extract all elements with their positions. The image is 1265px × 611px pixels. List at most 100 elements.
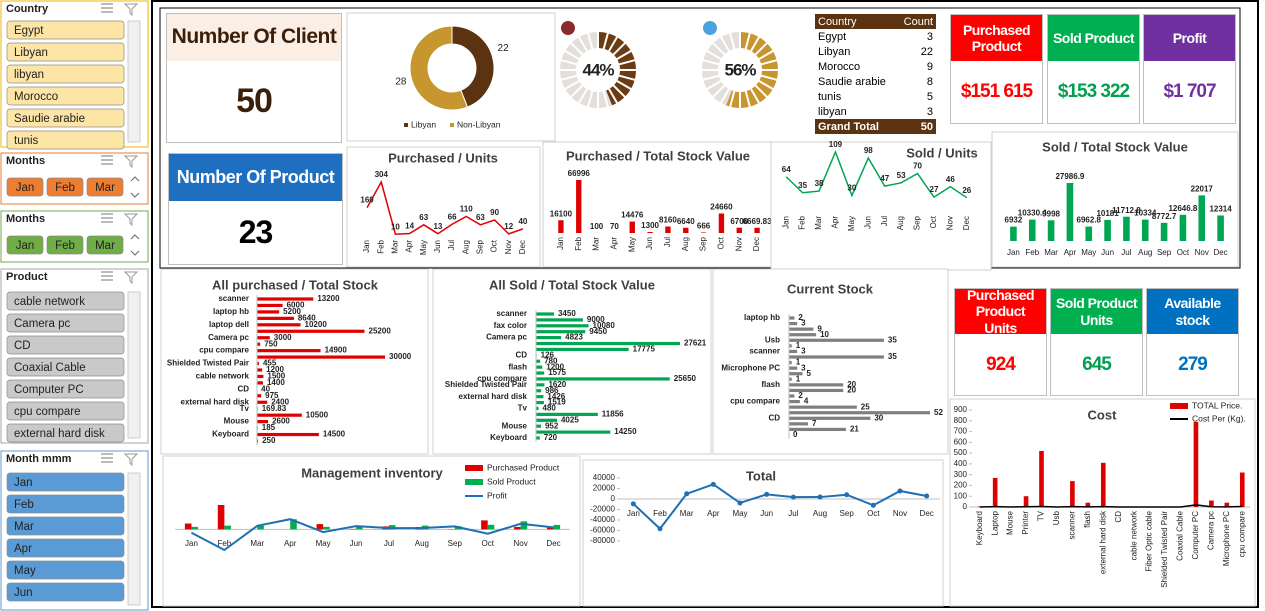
bar <box>789 349 798 354</box>
bar <box>536 418 557 422</box>
slicer-item[interactable] <box>46 177 84 197</box>
data-label: 20 <box>847 386 856 395</box>
slicer-item[interactable] <box>6 20 125 40</box>
slicer-item[interactable] <box>6 538 125 558</box>
slicer-title: Month mmm <box>6 453 72 465</box>
slicer-item-label[interactable]: Saudie arabie <box>14 113 85 125</box>
x-tick-label: Coaxial Cable <box>1176 510 1185 560</box>
pivot-header: Country Count <box>815 14 936 29</box>
scrollbar <box>127 472 141 606</box>
slicer-item-label[interactable]: Mar <box>95 182 115 194</box>
slicer-item-label[interactable]: Apr <box>14 543 32 555</box>
slicer-item-label[interactable]: Computer PC <box>14 384 84 396</box>
slicer-item[interactable] <box>6 86 125 106</box>
chart-title: Purchased / Units <box>388 150 498 165</box>
bar <box>536 371 545 375</box>
slicer-item[interactable] <box>6 235 44 255</box>
slicer-item[interactable] <box>86 177 124 197</box>
slicer-item-label[interactable]: Coaxial Cable <box>14 362 86 374</box>
data-label: 22 <box>498 43 510 54</box>
slicer-item[interactable] <box>6 560 125 580</box>
slicer-item[interactable] <box>46 235 84 255</box>
bar <box>536 430 611 434</box>
y-tick-label: scanner <box>749 347 780 356</box>
slicer-item-label[interactable]: tunis <box>14 135 39 147</box>
pivot-cell: 9 <box>926 60 933 73</box>
slicer-item[interactable] <box>6 335 125 355</box>
slicer-item-label[interactable]: Egypt <box>14 25 44 37</box>
slicer-item-label[interactable]: Mar <box>14 521 34 533</box>
slicer-item-label[interactable]: Feb <box>55 240 75 252</box>
gauge-separator <box>560 58 578 66</box>
slicer-item[interactable] <box>6 130 125 150</box>
slicer-item-label[interactable]: CD <box>14 340 31 352</box>
x-tick-label: Apr <box>405 240 414 253</box>
pivot-cell: Saudie arabie <box>818 75 886 88</box>
slicer-item[interactable] <box>6 177 44 197</box>
bar <box>536 318 583 322</box>
data-label: 110 <box>460 205 473 214</box>
slicer-item-label[interactable]: cable network <box>14 296 85 308</box>
slicer-item-label[interactable]: Jan <box>16 182 35 194</box>
kpi-title: Number Of Product <box>169 154 342 201</box>
x-tick-label: Jul <box>384 539 394 548</box>
slicer-item[interactable] <box>6 472 125 492</box>
slicer-item-label[interactable]: Feb <box>55 182 75 194</box>
slicer-item-label[interactable]: libyan <box>14 69 44 81</box>
slicer-item[interactable] <box>6 401 125 421</box>
data-label: 304 <box>375 170 389 179</box>
data-label: 63 <box>419 213 428 222</box>
data-label: 12646.8 <box>1168 204 1197 213</box>
data-label: 14476 <box>621 211 644 220</box>
slicer-item-label[interactable]: Mar <box>95 240 115 252</box>
kpi-card: Available stock 279 <box>1146 288 1239 396</box>
x-tick-label: Sep <box>913 215 922 230</box>
data-label: 4823 <box>565 333 583 342</box>
kpi-card: Sold Product Units 645 <box>1050 288 1143 396</box>
slicer-item-label[interactable]: Feb <box>14 499 34 511</box>
data-label: 8640 <box>298 313 316 322</box>
data-label: 40 <box>518 217 527 226</box>
kpi-title: Purchased Product <box>951 15 1042 61</box>
bar <box>1066 183 1074 241</box>
y-tick-label: Keyboard <box>212 430 249 439</box>
x-tick-label: Jun <box>350 539 363 548</box>
slicer-item[interactable] <box>6 379 125 399</box>
slicer-item[interactable] <box>6 64 125 84</box>
data-label: 3000 <box>274 333 292 342</box>
slicer-item[interactable] <box>6 313 125 333</box>
bar <box>789 338 884 342</box>
pivot-cell: 5 <box>926 90 933 103</box>
slicer-item[interactable] <box>6 582 125 602</box>
slicer-item-label[interactable]: Morocco <box>14 91 58 103</box>
gauge-separator <box>586 90 594 108</box>
slicer-item[interactable] <box>6 516 125 536</box>
slicer-item-label[interactable]: May <box>14 565 36 577</box>
bar <box>1070 481 1075 507</box>
point <box>710 481 716 487</box>
line <box>190 518 554 552</box>
data-label: 780 <box>544 356 558 365</box>
slicer-item-label[interactable]: Jun <box>14 587 33 599</box>
slicer-item-label[interactable]: Libyan <box>14 47 48 59</box>
slicer-item[interactable] <box>86 235 124 255</box>
slicer-item[interactable] <box>6 42 125 62</box>
slicer-item-label[interactable]: cpu compare <box>14 406 80 418</box>
x-tick-label: Nov <box>893 509 907 518</box>
slicer-item-label[interactable]: Jan <box>16 240 35 252</box>
slicer-item[interactable] <box>6 108 125 128</box>
slicer-item[interactable] <box>6 494 125 514</box>
bar <box>992 477 998 507</box>
slicer-item-label[interactable]: Jan <box>14 477 33 489</box>
y-tick-label: 500 <box>954 448 968 457</box>
slicer-item[interactable] <box>6 291 125 311</box>
slicer-item[interactable] <box>6 423 125 443</box>
x-tick-label: Mar <box>592 237 601 251</box>
slicer-item-label[interactable]: external hard disk <box>14 428 105 440</box>
slicer-item[interactable] <box>6 357 125 377</box>
data-label: 5200 <box>283 307 301 316</box>
slicer-item-label[interactable]: Camera pc <box>14 318 70 330</box>
gauge-separator <box>560 74 578 82</box>
y-tick-label: 20000 <box>593 484 616 493</box>
gauge-separator <box>754 41 769 56</box>
